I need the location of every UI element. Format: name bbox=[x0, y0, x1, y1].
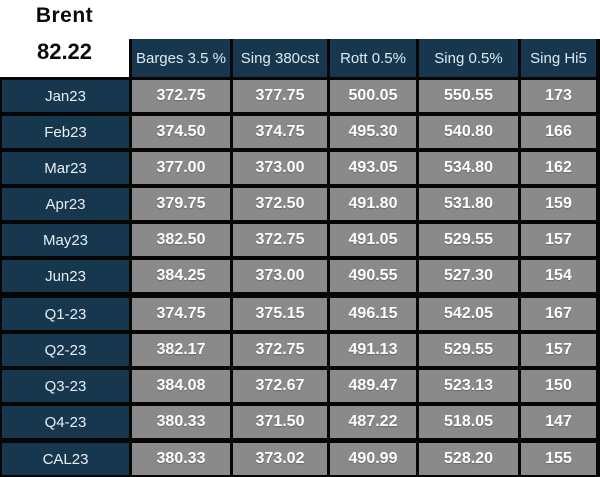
value-cell[interactable]: 491.13 bbox=[330, 334, 416, 366]
instrument-price: 82.22 bbox=[36, 39, 93, 64]
value-cell[interactable]: 529.55 bbox=[419, 224, 518, 256]
value-cell[interactable]: 155 bbox=[521, 443, 596, 475]
value-cell[interactable]: 528.20 bbox=[419, 443, 518, 475]
column-header-sing380: Sing 380cst bbox=[233, 39, 327, 77]
value-cell[interactable]: 542.05 bbox=[419, 298, 518, 330]
value-cell[interactable]: 374.75 bbox=[132, 298, 230, 330]
value-cell[interactable]: 375.15 bbox=[233, 298, 327, 330]
value-cell[interactable]: 518.05 bbox=[419, 406, 518, 438]
value-cell[interactable]: 150 bbox=[521, 370, 596, 402]
value-cell[interactable]: 380.33 bbox=[132, 406, 230, 438]
table-row: Jun23 384.25 373.00 490.55 527.30 154 bbox=[0, 260, 600, 292]
table-row: Jan23 372.75 377.75 500.05 550.55 173 bbox=[0, 80, 600, 112]
value-cell[interactable]: 373.00 bbox=[233, 260, 327, 292]
column-header-barges: Barges 3.5 % bbox=[132, 39, 230, 77]
value-cell[interactable]: 490.99 bbox=[330, 443, 416, 475]
row-label: Q2-23 bbox=[2, 334, 129, 366]
value-cell[interactable]: 493.05 bbox=[330, 152, 416, 184]
row-label: Apr23 bbox=[2, 188, 129, 220]
value-cell[interactable]: 487.22 bbox=[330, 406, 416, 438]
value-cell[interactable]: 490.55 bbox=[330, 260, 416, 292]
value-cell[interactable]: 157 bbox=[521, 334, 596, 366]
row-label: Q4-23 bbox=[2, 406, 129, 438]
value-cell[interactable]: 371.50 bbox=[233, 406, 327, 438]
value-cell[interactable]: 527.30 bbox=[419, 260, 518, 292]
table-row: Mar23 377.00 373.00 493.05 534.80 162 bbox=[0, 152, 600, 184]
value-cell[interactable]: 377.00 bbox=[132, 152, 230, 184]
value-cell[interactable]: 531.80 bbox=[419, 188, 518, 220]
column-header-rott05: Rott 0.5% bbox=[330, 39, 416, 77]
value-cell[interactable]: 372.67 bbox=[233, 370, 327, 402]
value-cell[interactable]: 489.47 bbox=[330, 370, 416, 402]
value-cell[interactable]: 523.13 bbox=[419, 370, 518, 402]
table-row: Apr23 379.75 372.50 491.80 531.80 159 bbox=[0, 188, 600, 220]
table-row: Q2-23 382.17 372.75 491.13 529.55 157 bbox=[0, 334, 600, 366]
table-row: Q4-23 380.33 371.50 487.22 518.05 147 bbox=[0, 406, 600, 438]
table-row: Feb23 374.50 374.75 495.30 540.80 166 bbox=[0, 116, 600, 148]
value-cell[interactable]: 379.75 bbox=[132, 188, 230, 220]
value-cell[interactable]: 491.80 bbox=[330, 188, 416, 220]
value-cell[interactable]: 154 bbox=[521, 260, 596, 292]
row-label: Jan23 bbox=[2, 80, 129, 112]
value-cell[interactable]: 374.50 bbox=[132, 116, 230, 148]
value-cell[interactable]: 373.02 bbox=[233, 443, 327, 475]
row-label: Mar23 bbox=[2, 152, 129, 184]
instrument-name: Brent bbox=[35, 4, 94, 27]
row-label: CAL23 bbox=[2, 443, 129, 475]
value-cell[interactable]: 534.80 bbox=[419, 152, 518, 184]
value-cell[interactable]: 373.00 bbox=[233, 152, 327, 184]
value-cell[interactable]: 540.80 bbox=[419, 116, 518, 148]
value-cell[interactable]: 491.05 bbox=[330, 224, 416, 256]
row-label: Jun23 bbox=[2, 260, 129, 292]
table-row: CAL23 380.33 373.02 490.99 528.20 155 bbox=[0, 443, 600, 475]
row-label: Feb23 bbox=[2, 116, 129, 148]
value-cell[interactable]: 372.75 bbox=[233, 224, 327, 256]
value-cell[interactable]: 372.50 bbox=[233, 188, 327, 220]
value-cell[interactable]: 374.75 bbox=[233, 116, 327, 148]
value-cell[interactable]: 166 bbox=[521, 116, 596, 148]
value-cell[interactable]: 173 bbox=[521, 80, 596, 112]
column-header-sing05: Sing 0.5% bbox=[419, 39, 518, 77]
value-cell[interactable]: 372.75 bbox=[233, 334, 327, 366]
value-cell[interactable]: 384.08 bbox=[132, 370, 230, 402]
value-cell[interactable]: 159 bbox=[521, 188, 596, 220]
row-label: May23 bbox=[2, 224, 129, 256]
value-cell[interactable]: 500.05 bbox=[330, 80, 416, 112]
value-cell[interactable]: 382.17 bbox=[132, 334, 230, 366]
column-header-singhi5: Sing Hi5 bbox=[521, 39, 596, 77]
value-cell[interactable]: 550.55 bbox=[419, 80, 518, 112]
value-cell[interactable]: 496.15 bbox=[330, 298, 416, 330]
instrument-summary: Brent 82.22 bbox=[0, 0, 129, 77]
value-cell[interactable]: 380.33 bbox=[132, 443, 230, 475]
value-cell[interactable]: 377.75 bbox=[233, 80, 327, 112]
value-cell[interactable]: 147 bbox=[521, 406, 596, 438]
value-cell[interactable]: 372.75 bbox=[132, 80, 230, 112]
value-cell[interactable]: 529.55 bbox=[419, 334, 518, 366]
row-label: Q3-23 bbox=[2, 370, 129, 402]
value-cell[interactable]: 167 bbox=[521, 298, 596, 330]
value-cell[interactable]: 157 bbox=[521, 224, 596, 256]
table-row: Q3-23 384.08 372.67 489.47 523.13 150 bbox=[0, 370, 600, 402]
value-cell[interactable]: 384.25 bbox=[132, 260, 230, 292]
value-cell[interactable]: 382.50 bbox=[132, 224, 230, 256]
value-cell[interactable]: 495.30 bbox=[330, 116, 416, 148]
table-row: Q1-23 374.75 375.15 496.15 542.05 167 bbox=[0, 298, 600, 330]
value-cell[interactable]: 162 bbox=[521, 152, 596, 184]
row-label: Q1-23 bbox=[2, 298, 129, 330]
table-row: May23 382.50 372.75 491.05 529.55 157 bbox=[0, 224, 600, 256]
